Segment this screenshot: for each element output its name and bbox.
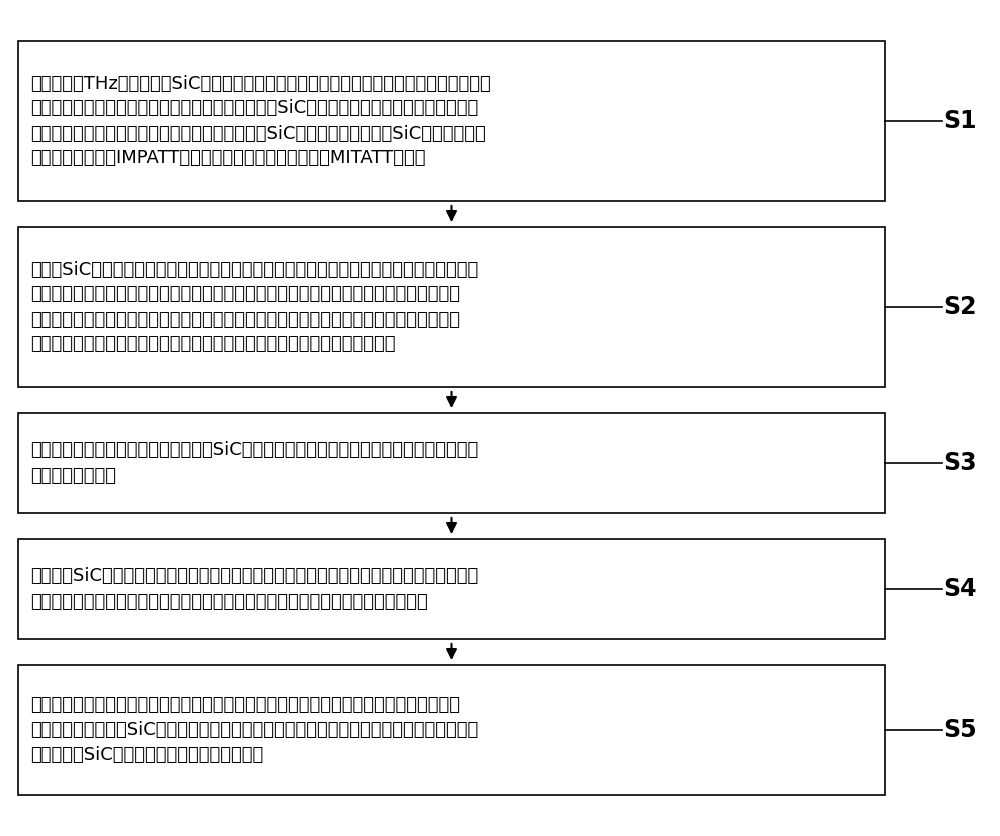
Text: 将待测SiC异构结微波二极管进行空间及时间二维网格化，并使修正后的连续性方程、电流密
度方程及泊松方程分别经过空间及时间二维网格离散化处理，且将离散化的空穴电流: 将待测SiC异构结微波二极管进行空间及时间二维网格化，并使修正后的连续性方程、电… bbox=[30, 261, 478, 354]
Text: 构建待测SiC异构结微波二极管的噪声模型；其中，所述噪声模型由噪声电场强度函数及其对
应的边界条件组成，且所述噪声电场强度函数的虚部和实部分别满足二阶偏微分方程: 构建待测SiC异构结微波二极管的噪声模型；其中，所述噪声模型由噪声电场强度函数及… bbox=[30, 568, 478, 610]
Text: 获取工作在THz波段的待测SiC异构结微波二极管，并在包括电离雪崩效应、量子效应和场致
隧穿效应的噪声影响因素中进行相应的选择，对待测SiC异构结微波二极管预设: 获取工作在THz波段的待测SiC异构结微波二极管，并在包括电离雪崩效应、量子效应… bbox=[30, 74, 491, 167]
Text: 求解离散化处理后的方程组，得到待测SiC异构结微波二极管的结构参数值、稳态性能参数值
和交流性能参数值: 求解离散化处理后的方程组，得到待测SiC异构结微波二极管的结构参数值、稳态性能参… bbox=[30, 441, 478, 485]
Bar bbox=[18, 227, 885, 387]
Text: S5: S5 bbox=[943, 718, 977, 742]
Text: S2: S2 bbox=[943, 295, 977, 319]
Bar bbox=[18, 539, 885, 639]
Bar bbox=[18, 41, 885, 201]
Bar bbox=[18, 665, 885, 795]
Text: S1: S1 bbox=[943, 109, 977, 133]
Bar bbox=[18, 413, 885, 513]
Text: S3: S3 bbox=[943, 451, 977, 475]
Text: S4: S4 bbox=[943, 577, 977, 601]
Text: 将所述结构参数值、所述稳态性能参数值和所述交流性能参数值导入所述噪声模型和所述边
界条件中，并在待测SiC异构结微波二极管内的每个空间点均对所述噪声模型进行双迭: 将所述结构参数值、所述稳态性能参数值和所述交流性能参数值导入所述噪声模型和所述边… bbox=[30, 696, 478, 764]
